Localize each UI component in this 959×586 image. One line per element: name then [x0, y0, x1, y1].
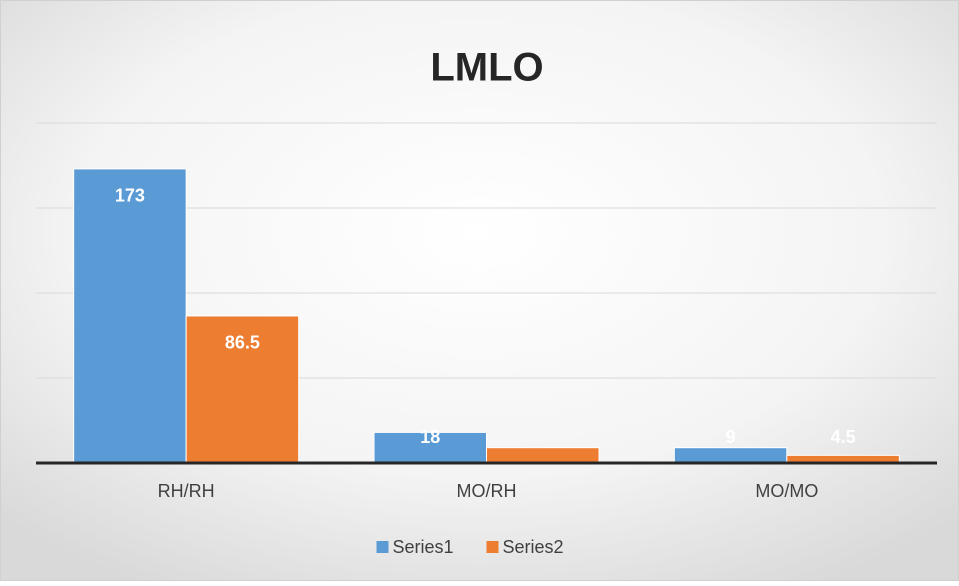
legend-label: Series1 — [393, 537, 454, 557]
x-tick-label: MO/RH — [457, 481, 517, 501]
bar — [673, 447, 788, 464]
data-label: 18 — [420, 427, 440, 447]
data-label: 173 — [115, 186, 145, 206]
x-tick-label: MO/MO — [755, 481, 818, 501]
x-tick-label: RH/RH — [158, 481, 215, 501]
data-label: 86.5 — [225, 333, 260, 353]
legend-swatch — [486, 541, 499, 553]
bar — [185, 315, 300, 464]
bar — [73, 168, 187, 464]
data-label: 4.5 — [831, 427, 856, 447]
bar — [486, 447, 600, 464]
legend-label: Series2 — [503, 537, 564, 557]
legend-swatch — [376, 541, 389, 553]
data-label: 9 — [726, 427, 736, 447]
chart-title: LMLO — [430, 46, 543, 90]
